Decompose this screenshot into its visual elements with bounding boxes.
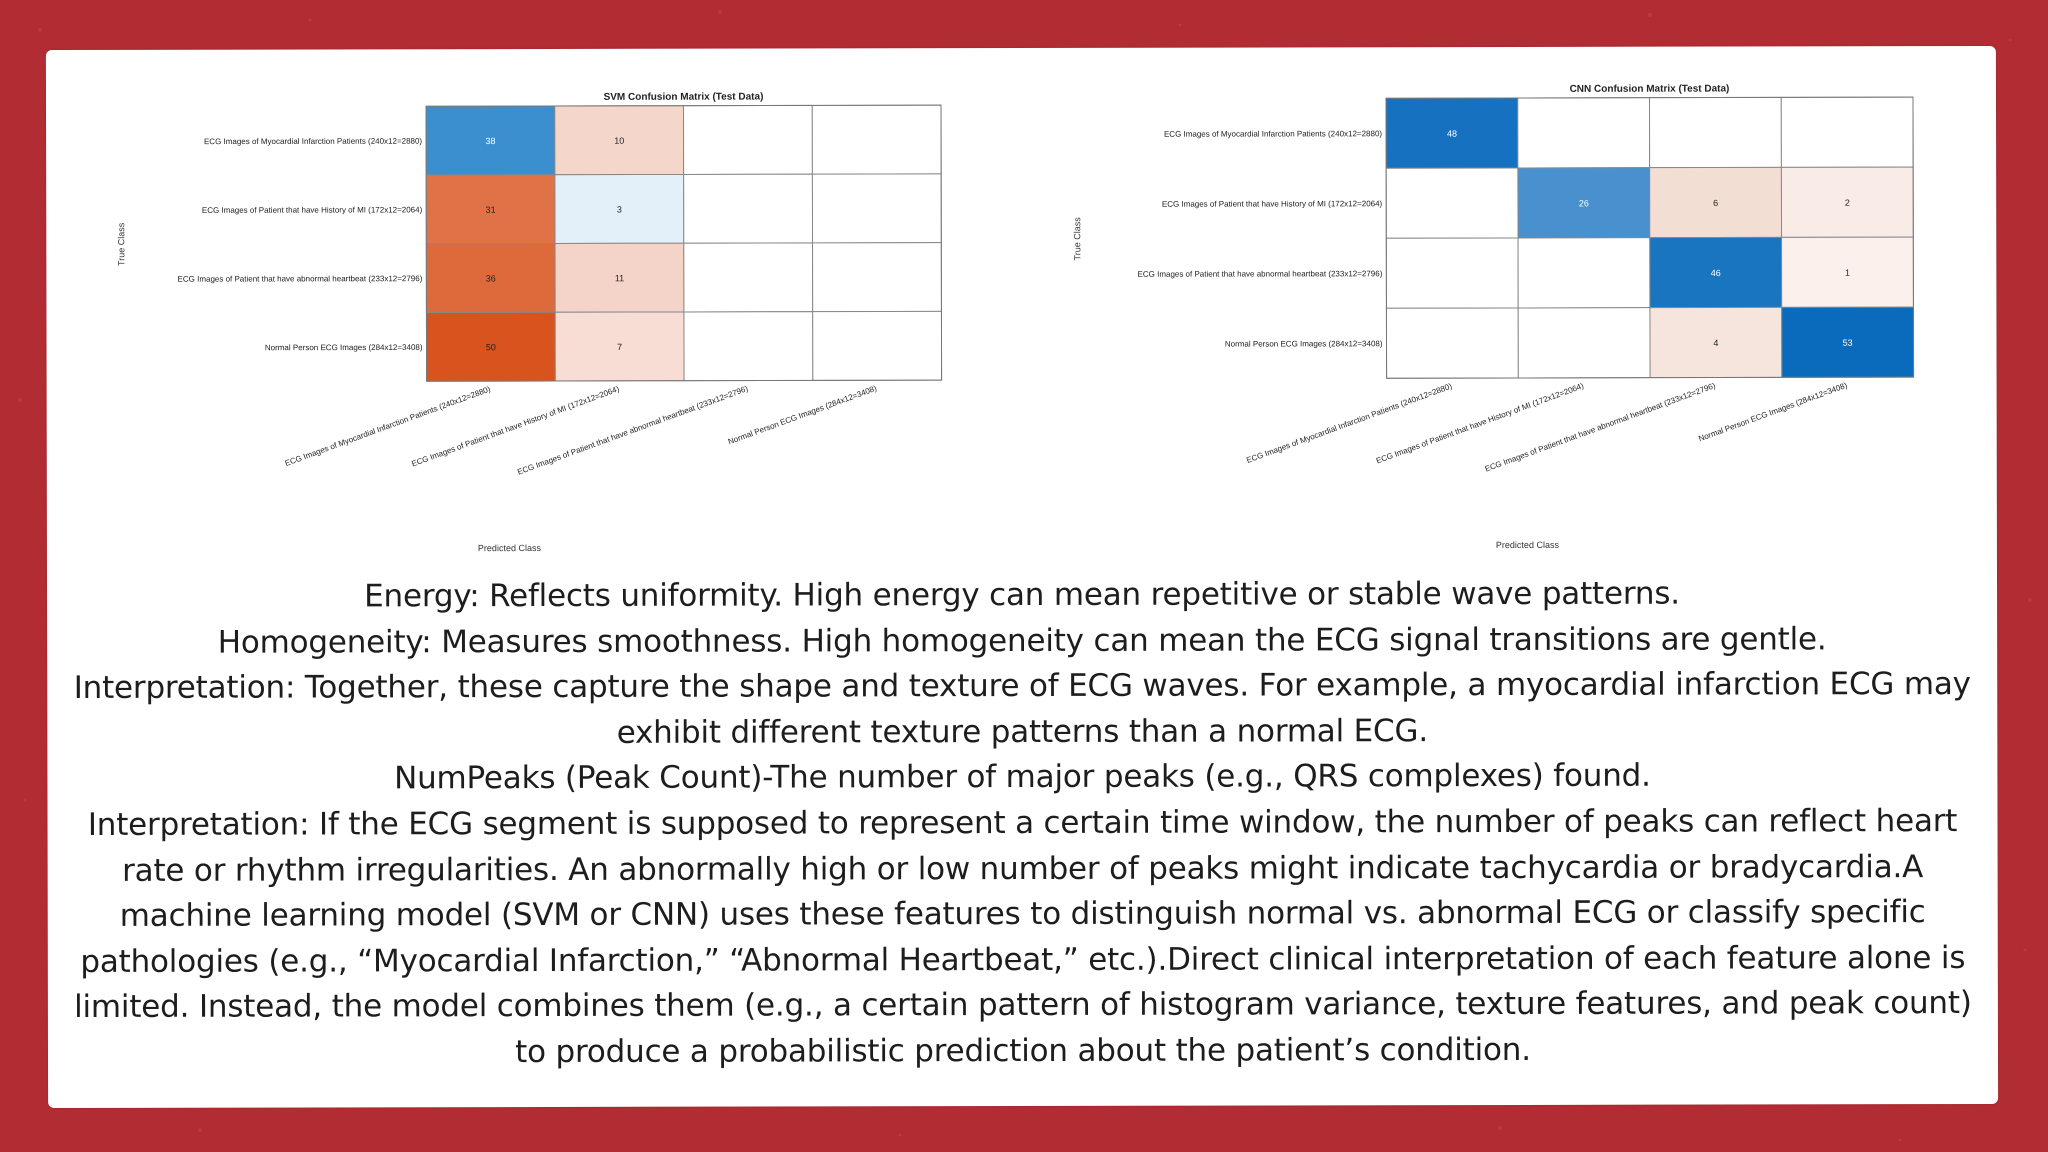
y-axis-label: True Class (116, 222, 126, 266)
matrix-cell-r3-c3 (683, 242, 814, 313)
matrix-frame (425, 104, 943, 382)
matrix-cell-r3-c4 (812, 242, 942, 313)
cell-value-r3-c1: 36 (486, 273, 496, 283)
column-label-3: ECG Images of Patient that have abnormal… (1484, 381, 1717, 474)
column-label-1: ECG Images of Myocardial Infarction Pati… (284, 384, 492, 468)
chart-title: CNN Confusion Matrix (Test Data) (1570, 84, 1730, 95)
interpretation-paragraph-1: Interpretation: Together, these capture … (73, 666, 1971, 751)
matrix-cell-r1-c3 (683, 104, 813, 175)
cell-value-r2-c4: 2 (1845, 198, 1850, 208)
matrix-cell-r2-c3 (683, 173, 814, 244)
matrix-cell-r1-c3 (1648, 96, 1782, 169)
matrix-cell-r1-c2 (1517, 97, 1651, 169)
matrix-frame (1385, 96, 1915, 379)
y-axis-label: True Class (1072, 217, 1082, 261)
content-card: SVM Confusion Matrix (Test Data) 38 10 31 3 3… (45, 45, 1999, 1109)
cell-value-r2-c2: 26 (1579, 198, 1589, 208)
row-label-3: ECG Images of Patient that have abnormal… (1138, 269, 1383, 279)
cell-value-r4-c4: 53 (1843, 338, 1853, 348)
row-label-3: ECG Images of Patient that have abnormal… (178, 274, 423, 284)
matrix-cell-r4-c2 (1517, 307, 1651, 379)
cell-value-r2-c1: 31 (486, 205, 496, 215)
column-label-4: Normal Person ECG Images (284x12=3408) (727, 384, 878, 447)
cnn-confusion-matrix: CNN Confusion Matrix (Test Data) 48 26 6 2 46… (1072, 84, 1915, 550)
interpretation-paragraph-2: Interpretation: If the ECG segment is su… (74, 803, 1972, 1071)
matrix-cell-r1-c4 (811, 104, 942, 175)
cell-value-r3-c4: 1 (1845, 268, 1850, 278)
numpeaks-paragraph: NumPeaks (Peak Count)-The number of majo… (394, 758, 1651, 797)
cell-value-r3-c3: 46 (1711, 268, 1721, 278)
matrix-cell-r4-c4 (812, 310, 943, 381)
row-label-4: Normal Person ECG Images (284x12=3408) (265, 343, 423, 352)
column-label-4: Normal Person ECG Images (284x12=3408) (1697, 381, 1848, 444)
matrix-cell-r4-c1 (1385, 307, 1519, 379)
x-axis-label: Predicted Class (478, 543, 542, 553)
cell-value-r1-c2: 10 (614, 136, 624, 146)
x-axis-label: Predicted Class (1496, 540, 1560, 550)
matrix-cell-r1-c4 (1780, 96, 1914, 168)
charts-area: SVM Confusion Matrix (Test Data) 38 10 31 3 3… (46, 46, 1997, 570)
homogeneity-paragraph: Homogeneity: Measures smoothness. High h… (217, 620, 1827, 661)
row-label-4: Normal Person ECG Images (284x12=3408) (1225, 339, 1383, 348)
row-label-2: ECG Images of Patient that have History … (202, 205, 423, 214)
cell-value-r1-c1: 48 (1447, 129, 1457, 139)
svm-confusion-matrix: SVM Confusion Matrix (Test Data) 38 10 31 3 3… (116, 92, 943, 553)
cell-value-r4-c1: 50 (486, 342, 496, 352)
row-label-1: ECG Images of Myocardial Infarction Pati… (1164, 129, 1382, 138)
column-label-2: ECG Images of Patient that have History … (1375, 381, 1585, 465)
column-label-3: ECG Images of Patient that have abnormal… (516, 384, 749, 477)
matrix-cell-r2-c4 (811, 173, 942, 244)
cell-value-r4-c2: 7 (617, 342, 622, 352)
chart-title: SVM Confusion Matrix (Test Data) (604, 92, 764, 103)
cell-value-r2-c3: 6 (1713, 198, 1718, 208)
matrix-cell-r2-c1 (1385, 167, 1519, 239)
row-label-1: ECG Images of Myocardial Infarction Pati… (204, 137, 422, 146)
energy-paragraph: Energy: Reflects uniformity. High energy… (364, 575, 1680, 615)
column-label-1: ECG Images of Myocardial Infarction Pati… (1245, 381, 1453, 465)
row-label-2: ECG Images of Patient that have History … (1162, 199, 1383, 208)
cell-value-r3-c2: 11 (615, 273, 624, 283)
matrix-cell-r3-c1 (1385, 237, 1519, 309)
matrix-cell-r3-c2 (1517, 237, 1651, 309)
explanation-text: Energy: Reflects uniformity. High energy… (67, 571, 1978, 1077)
column-label-2: ECG Images of Patient that have History … (410, 384, 620, 468)
cell-value-r2-c2: 3 (617, 204, 622, 214)
matrix-cell-r4-c3 (683, 311, 814, 382)
cell-value-r4-c3: 4 (1713, 338, 1718, 348)
cell-value-r1-c1: 38 (485, 136, 495, 146)
